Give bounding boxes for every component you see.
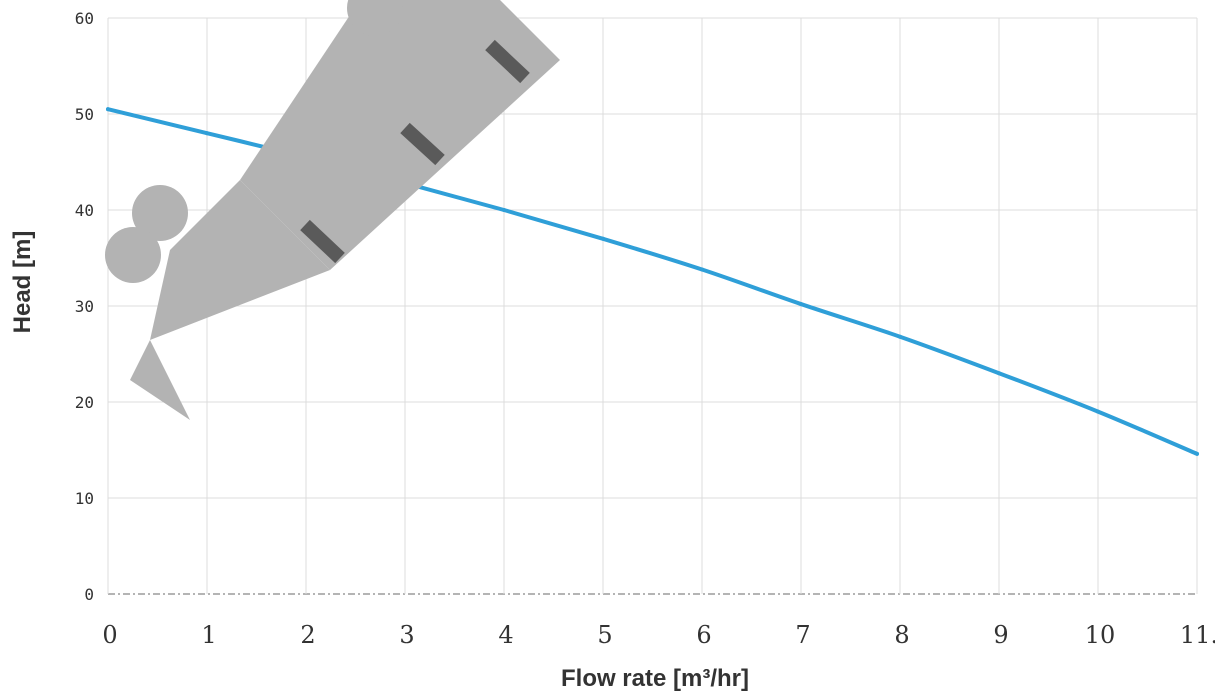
series-point xyxy=(205,131,209,136)
x-tick-label: 9 xyxy=(993,621,1008,649)
series-point xyxy=(106,107,110,112)
x-tick-label: 3 xyxy=(399,621,414,649)
x-tick-label: 7 xyxy=(795,621,810,649)
grid xyxy=(107,17,1198,595)
x-tick-label: 11. xyxy=(1180,621,1215,649)
watermark-stroke-hook xyxy=(150,180,330,340)
y-axis-ticks: 0 10 20 30 40 50 60 xyxy=(75,9,94,604)
y-tick-label: 50 xyxy=(75,105,94,124)
watermark-bar-3 xyxy=(485,39,530,84)
x-tick-label: 10 xyxy=(1085,621,1116,649)
x-tick-label: 6 xyxy=(696,621,711,649)
y-axis-title: Head [m] xyxy=(9,231,36,334)
x-tick-label: 1 xyxy=(201,621,216,649)
y-tick-label: 0 xyxy=(84,585,94,604)
y-tick-label: 10 xyxy=(75,489,94,508)
watermark-dot-top xyxy=(347,0,403,36)
series-point xyxy=(997,371,1001,376)
series-point xyxy=(502,208,506,212)
watermark-stroke-tail xyxy=(130,340,190,420)
x-tick-label: 0 xyxy=(102,621,117,649)
series-point xyxy=(898,334,902,339)
watermark-stroke-main xyxy=(240,0,560,270)
series-point xyxy=(1096,409,1100,414)
series-point xyxy=(700,267,704,272)
watermark-bar-1 xyxy=(300,219,345,264)
watermark xyxy=(105,0,560,420)
x-axis-title: Flow rate [m³/hr] xyxy=(561,665,749,692)
x-tick-label: 5 xyxy=(597,621,612,649)
watermark-bar-2 xyxy=(400,122,445,166)
y-tick-label: 30 xyxy=(75,297,94,316)
y-tick-label: 20 xyxy=(75,393,94,412)
series-point xyxy=(1195,451,1199,456)
x-tick-label: 8 xyxy=(894,621,909,649)
y-tick-label: 40 xyxy=(75,201,94,220)
watermark-dot-2 xyxy=(105,227,161,283)
watermark-dot-1 xyxy=(132,185,188,241)
x-tick-label: 2 xyxy=(300,621,315,649)
x-tick-label: 4 xyxy=(498,621,513,649)
y-tick-label: 60 xyxy=(75,9,94,28)
x-axis-ticks: 0 1 2 3 4 5 6 7 8 9 10 11. xyxy=(102,621,1215,649)
series-point xyxy=(799,302,803,307)
series-point xyxy=(601,236,605,241)
